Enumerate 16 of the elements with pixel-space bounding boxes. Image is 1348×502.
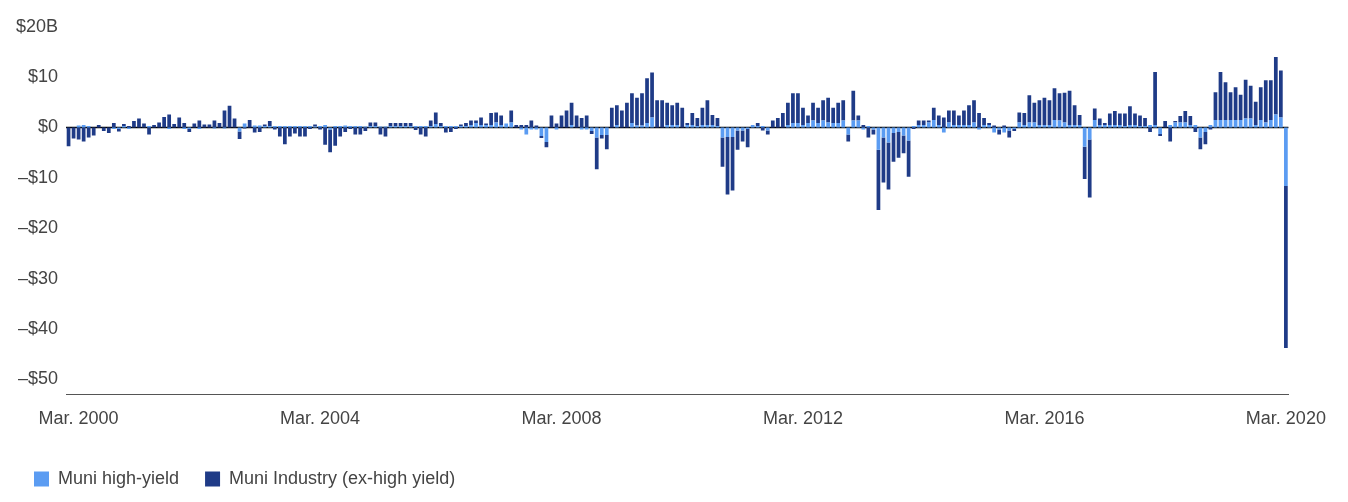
x-tick-label: Mar. 2020	[1245, 408, 1326, 429]
x-tick-label: Mar. 2016	[1004, 408, 1085, 429]
y-tick-label: –$10	[17, 166, 59, 187]
x-tick-label: Mar. 2000	[38, 408, 119, 429]
x-tick-label: Mar. 2004	[280, 408, 361, 429]
y-tick-label: $20B	[15, 15, 59, 36]
x-tick-label: Mar. 2008	[521, 408, 602, 429]
y-tick-label: $10	[27, 66, 59, 87]
y-tick-label: –$50	[17, 368, 59, 389]
y-tick-label: –$30	[17, 267, 59, 288]
y-tick-label: –$40	[17, 317, 59, 338]
y-tick-label: –$20	[17, 217, 59, 238]
legend-label: Muni Industry (ex-high yield)	[229, 467, 456, 488]
legend-label: Muni high-yield	[58, 467, 180, 488]
y-tick-label: $0	[38, 116, 59, 137]
x-tick-label: Mar. 2012	[762, 408, 844, 429]
